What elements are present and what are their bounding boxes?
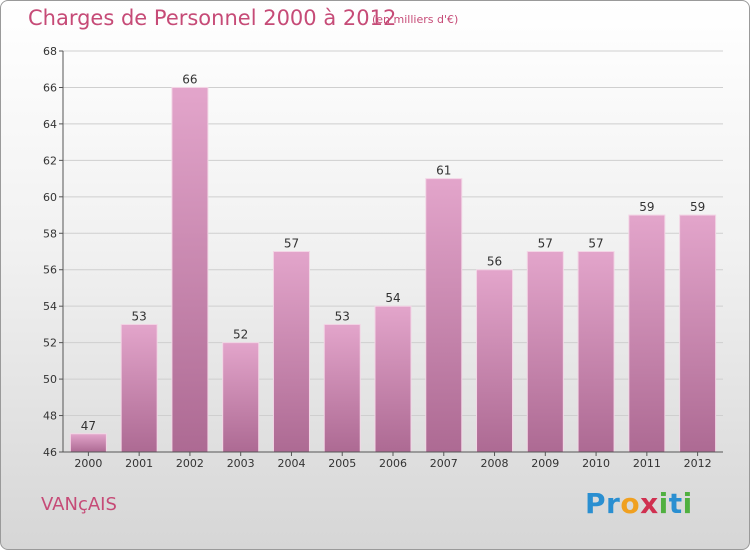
y-tick-label: 54: [43, 300, 57, 313]
data-label-2006: 54: [385, 291, 400, 305]
bar-2006: [374, 305, 412, 453]
y-tick-label: 58: [43, 227, 57, 240]
bar-2008: [476, 269, 514, 453]
x-tick-label-2000: 2000: [74, 457, 102, 470]
commune-name: VANçAIS: [41, 494, 117, 515]
x-tick-label-2008: 2008: [481, 457, 509, 470]
y-tick-label: 48: [43, 410, 57, 423]
data-label-2001: 53: [132, 309, 147, 323]
y-tick-label: 64: [43, 118, 57, 131]
data-label-2009: 57: [538, 237, 553, 251]
axes: [59, 50, 723, 456]
labels: 46 48 50 52 54 56 58 60 62 64 66 68 47 2000 53 2001 66 20…: [43, 45, 712, 470]
bar-2010: [577, 251, 615, 453]
y-tick-label: 52: [43, 337, 57, 350]
data-label-2012: 59: [690, 200, 705, 214]
y-tick-label: 66: [43, 81, 57, 94]
logo-letter: o: [620, 487, 641, 520]
y-tick-label: 60: [43, 191, 57, 204]
y-tick-label: 62: [43, 154, 57, 167]
bar-2003: [222, 342, 260, 453]
logo-letter: P: [585, 487, 607, 520]
y-tick-label: 46: [43, 446, 57, 459]
x-tick-label-2001: 2001: [125, 457, 153, 470]
bar-2005: [323, 323, 361, 453]
x-tick-label-2007: 2007: [430, 457, 458, 470]
logo-letter: r: [606, 487, 621, 520]
x-tick-label-2010: 2010: [582, 457, 610, 470]
x-tick-label-2009: 2009: [531, 457, 559, 470]
data-label-2010: 57: [588, 237, 603, 251]
bar-2002: [171, 86, 209, 453]
data-label-2011: 59: [639, 200, 654, 214]
data-label-2008: 56: [487, 255, 502, 269]
bar-2011: [628, 214, 666, 453]
data-label-2004: 57: [284, 237, 299, 251]
data-label-2007: 61: [436, 164, 451, 178]
data-label-2005: 53: [335, 309, 350, 323]
x-tick-label-2003: 2003: [227, 457, 255, 470]
x-tick-label-2005: 2005: [328, 457, 356, 470]
x-tick-label-2004: 2004: [277, 457, 305, 470]
bar-2007: [425, 178, 463, 453]
x-tick-label-2011: 2011: [633, 457, 661, 470]
bar-2000: [69, 433, 107, 453]
x-tick-label-2002: 2002: [176, 457, 204, 470]
logo-letter: t: [668, 487, 683, 520]
y-tick-label: 68: [43, 45, 57, 58]
bars: [69, 86, 717, 453]
bar-2012: [679, 214, 717, 453]
chart-subtitle: (en milliers d'€): [372, 13, 459, 26]
chart-title: Charges de Personnel 2000 à 2012: [28, 6, 397, 30]
data-label-2000: 47: [81, 419, 96, 433]
logo-letter: x: [640, 487, 659, 520]
data-label-2003: 52: [233, 328, 248, 342]
data-label-2002: 66: [182, 72, 197, 86]
logo-letter: i: [682, 487, 693, 520]
bar-2001: [120, 323, 158, 453]
y-tick-label: 56: [43, 264, 57, 277]
bar-2004: [272, 251, 310, 453]
x-tick-label-2012: 2012: [684, 457, 712, 470]
x-tick-label-2006: 2006: [379, 457, 407, 470]
proxiti-logo: Proxiti: [585, 487, 693, 520]
bar-2009: [526, 251, 564, 453]
y-tick-label: 50: [43, 373, 57, 386]
logo-letter: i: [658, 487, 669, 520]
